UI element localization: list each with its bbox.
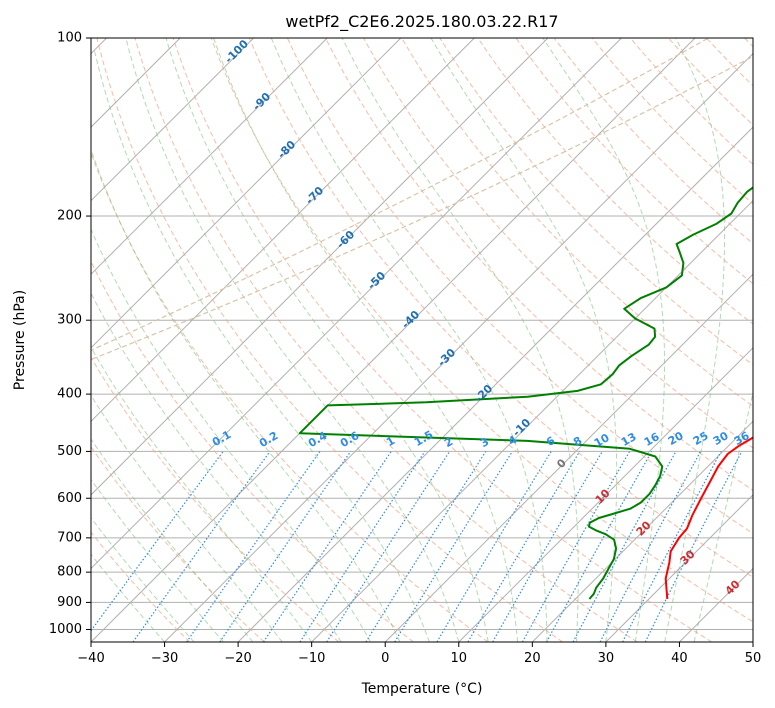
moist-adiabat-6 — [93, 50, 430, 642]
moist-adiabat-38 — [664, 38, 725, 642]
y-tick-label: 600 — [57, 491, 82, 506]
mixing-ratio-line-25 — [599, 451, 702, 642]
moist-adiabat-10 — [125, 38, 460, 642]
chart-title: wetPf2_C2E6.2025.180.03.22.R17 — [285, 12, 558, 32]
dry-adiabat-60 — [248, 38, 753, 578]
dewpoint-line — [298, 186, 753, 600]
isotherm--70 — [91, 38, 475, 423]
moist-adiabat-34 — [542, 38, 665, 642]
dry-adiabat-30 — [134, 38, 638, 642]
isotherm--100 — [91, 38, 255, 202]
plot-frame — [90, 37, 754, 643]
y-tick-label: 500 — [57, 444, 82, 459]
x-tick-label: −20 — [224, 651, 251, 666]
y-tick-label: 300 — [57, 313, 82, 328]
mixing-ratio-line-3 — [365, 451, 487, 642]
mixing-ratio-line-6 — [436, 451, 552, 642]
y-tick-label: 200 — [57, 209, 82, 224]
dry-adiabat-0 — [91, 260, 414, 642]
y-tick-label: 700 — [57, 530, 82, 545]
moist-adiabat--10 — [91, 346, 313, 642]
mixing-ratio-line-0.1 — [91, 451, 224, 632]
y-tick-label: 900 — [57, 595, 82, 610]
temperature-line — [664, 436, 753, 600]
mixing-ratio-line-4 — [394, 451, 513, 642]
isotherm--90 — [91, 38, 328, 275]
y-tick-label: 400 — [57, 387, 82, 402]
moist-adiabat--6 — [91, 291, 342, 642]
moist-adiabat--18 — [91, 438, 254, 642]
x-tick-label: 50 — [745, 651, 762, 666]
isotherm--60 — [91, 38, 549, 496]
x-tick-label: 30 — [598, 651, 615, 666]
mixing-ratio-line-16 — [546, 451, 653, 642]
isotherm-30 — [605, 494, 753, 642]
tan-curve-1 — [91, 38, 709, 352]
moist-adiabat-22 — [270, 38, 548, 642]
moist-adiabat-26 — [341, 38, 579, 642]
profile-lines — [298, 186, 753, 600]
moist-adiabat-2 — [91, 148, 401, 642]
dry-adiabat-20 — [96, 38, 563, 642]
moist-adiabat--22 — [91, 478, 224, 642]
mixing-ratio-line-13 — [521, 451, 631, 642]
plot-area — [91, 38, 753, 642]
y-axis-label: Pressure (hPa) — [12, 290, 28, 390]
tan-curve-0 — [91, 55, 753, 361]
dry-adiabat-100 — [401, 38, 753, 407]
isotherm-10 — [458, 347, 753, 642]
moist-adiabat-14 — [165, 38, 489, 642]
moist-adiabat--30 — [91, 553, 165, 642]
mixing-ratio-line-1.5 — [299, 451, 426, 642]
axis-ticks: −40 −30 −20 −10 0 10 20 30 40 50 100 200 300 400 500 60… — [49, 31, 761, 667]
mixing-ratio-line-30 — [622, 451, 722, 642]
moist-adiabat-42 — [693, 390, 753, 642]
y-tick-label: 100 — [57, 31, 82, 46]
dry-adiabat-50 — [210, 38, 753, 623]
x-tick-label: 0 — [381, 651, 389, 666]
mixing-ratio-line-2 — [326, 451, 451, 642]
dry-adiabat--30 — [91, 531, 191, 642]
dry-adiabat-10 — [91, 151, 489, 642]
isotherm-50 — [752, 641, 753, 642]
mixing-ratio-line-0.4 — [186, 451, 321, 642]
x-tick-label: 40 — [671, 651, 688, 666]
x-tick-label: −10 — [298, 651, 325, 666]
dry-adiabat--10 — [91, 356, 340, 642]
mixing-ratio-line-0.6 — [219, 451, 352, 642]
x-axis-label: Temperature (°C) — [361, 681, 483, 697]
isotherm--20 — [237, 126, 753, 642]
isotherm--50 — [91, 38, 622, 570]
background-lines — [91, 38, 753, 642]
y-tick-label: 800 — [57, 565, 82, 580]
isotherm-20 — [531, 420, 753, 642]
mixing-ratio-line-0.2 — [132, 451, 271, 642]
mixing-ratio-line-36 — [644, 451, 743, 642]
moist-adiabat-30 — [430, 38, 618, 642]
moist-adiabat--26 — [91, 517, 195, 642]
isotherm--40 — [91, 38, 696, 642]
moist-adiabat-18 — [213, 38, 519, 642]
x-tick-label: 20 — [524, 651, 541, 666]
isotherm--30 — [164, 52, 753, 642]
isotherm--80 — [91, 38, 402, 349]
moist-adiabat--14 — [91, 394, 283, 642]
x-tick-label: 10 — [451, 651, 468, 666]
mixing-ratio-line-20 — [572, 451, 677, 642]
dry-adiabat-40 — [172, 38, 713, 642]
isotherm-0 — [384, 273, 753, 642]
x-tick-label: −30 — [151, 651, 178, 666]
y-tick-label: 1000 — [49, 622, 82, 637]
dry-adiabat--20 — [91, 445, 265, 642]
dry-adiabat-120 — [477, 38, 753, 325]
mixing-ratio-line-1 — [263, 451, 392, 642]
dry-adiabat-130 — [515, 38, 753, 285]
x-tick-label: −40 — [77, 651, 104, 666]
dry-adiabat-80 — [325, 38, 753, 491]
